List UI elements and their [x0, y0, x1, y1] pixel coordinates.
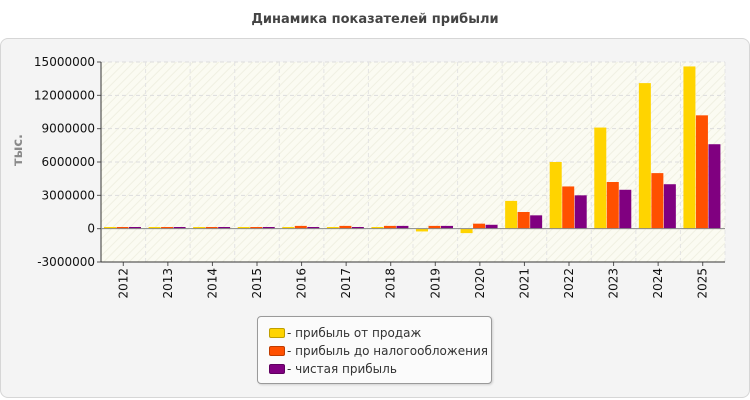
bar-3-2019 [441, 225, 453, 229]
bar-1-2015 [237, 227, 250, 229]
y-tick-label: 12000000 [34, 88, 95, 102]
x-tick-label: 2019 [428, 268, 442, 299]
bar-2-2021 [517, 212, 530, 229]
y-tick-label: 0 [87, 222, 95, 236]
bar-2-2018 [383, 225, 396, 229]
x-tick-label: 2014 [205, 268, 219, 299]
y-tick-label: 6000000 [42, 155, 95, 169]
bar-1-2019 [416, 228, 428, 232]
legend-swatch-sales-profit [269, 328, 285, 338]
x-tick-label: 2020 [473, 268, 487, 299]
bar-1-2018 [371, 227, 384, 229]
x-tick-label: 2024 [651, 268, 665, 299]
bar-1-2012 [104, 227, 116, 229]
bar-2-2024 [651, 173, 664, 229]
bar-3-2021 [530, 215, 543, 229]
legend-swatch-pretax-profit [269, 346, 285, 356]
bar-3-2013 [173, 227, 186, 229]
bar-1-2023 [594, 127, 607, 229]
x-tick-label: 2022 [562, 268, 576, 299]
bar-1-2016 [282, 227, 295, 229]
bar-3-2018 [396, 225, 409, 229]
bar-1-2021 [505, 200, 518, 229]
legend-item-sales-profit: - прибыль от продаж [269, 325, 421, 341]
bar-2-2022 [562, 186, 575, 229]
x-tick-label: 2016 [295, 268, 309, 299]
chart-title: Динамика показателей прибыли [251, 12, 499, 27]
legend-label-net-profit: - чистая прибыль [287, 362, 397, 376]
bar-3-2015 [262, 227, 275, 229]
y-tick-label: -3000000 [37, 255, 95, 269]
bar-3-2024 [663, 184, 676, 229]
bar-2-2016 [294, 225, 307, 229]
x-tick-labels: 2012 2013 2014 2015 2016 2017 2018 2019 2020 2021… [116, 268, 709, 299]
x-tick-label: 2023 [607, 268, 621, 299]
x-tick-label: 2015 [250, 268, 264, 299]
bar-1-2025 [683, 66, 696, 229]
y-tick-label: 15000000 [34, 55, 95, 69]
bar-1-2020 [460, 228, 473, 234]
bar-1-2024 [638, 83, 651, 229]
bar-3-2016 [307, 227, 320, 229]
y-axis-label: тыс. [11, 134, 26, 166]
x-tick-label: 2017 [339, 268, 353, 299]
y-tick-label: 9000000 [42, 122, 95, 136]
bar-3-2025 [708, 144, 721, 229]
bar-2-2025 [695, 115, 708, 229]
legend-swatch-net-profit [269, 364, 285, 374]
bar-2-2020 [473, 223, 486, 229]
bar-1-2017 [326, 227, 339, 229]
bar-3-2022 [574, 195, 587, 229]
bar-2-2014 [205, 227, 218, 229]
y-tick-labels: -3000000 0 3000000 6000000 9000000 12000000 15… [34, 55, 95, 269]
axes [97, 61, 725, 266]
bar-1-2014 [193, 227, 206, 229]
x-tick-label: 2013 [161, 268, 175, 299]
bar-3-2020 [485, 224, 498, 229]
bar-3-2017 [351, 227, 364, 229]
bar-2-2017 [339, 225, 352, 229]
bars [104, 66, 721, 234]
bar-3-2023 [619, 189, 632, 229]
bar-2-2015 [250, 227, 263, 229]
x-tick-label: 2018 [384, 268, 398, 299]
y-tick-label: 3000000 [42, 188, 95, 202]
bar-2-2012 [116, 227, 129, 229]
x-tick-label: 2021 [517, 268, 531, 299]
bar-3-2012 [129, 227, 141, 229]
legend: - прибыль от продаж - прибыль до налогоо… [257, 316, 492, 384]
bar-1-2022 [549, 162, 562, 229]
bar-2-2019 [428, 225, 441, 229]
legend-label-sales-profit: - прибыль от продаж [287, 326, 422, 340]
bar-3-2014 [218, 227, 231, 229]
x-tick-label: 2012 [116, 268, 130, 299]
bar-2-2013 [161, 227, 174, 229]
legend-item-net-profit: - чистая прибыль [269, 361, 397, 377]
x-tick-label: 2025 [696, 268, 710, 299]
legend-item-pretax-profit: - прибыль до налогообложения [269, 343, 488, 359]
bar-2-2023 [606, 182, 619, 229]
bar-1-2013 [148, 227, 161, 229]
legend-label-pretax-profit: - прибыль до налогообложения [287, 344, 488, 358]
